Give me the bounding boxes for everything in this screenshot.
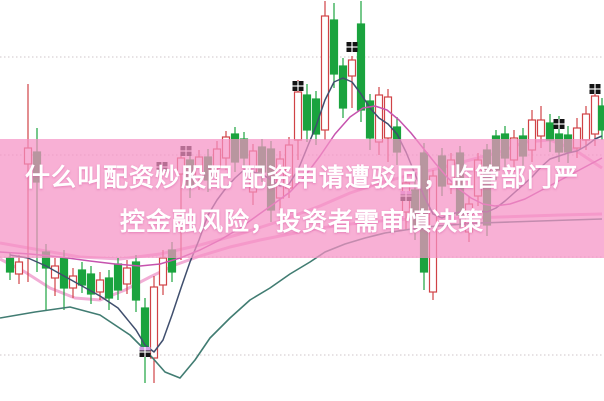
candle-body	[311, 98, 321, 135]
candle-body	[50, 265, 60, 279]
candle-body	[590, 95, 600, 135]
candle-body	[14, 261, 24, 275]
candle-body	[5, 257, 15, 273]
candle-body	[329, 19, 339, 75]
candle-body	[545, 122, 555, 141]
candle-body	[383, 96, 393, 139]
candle-body	[293, 91, 303, 141]
candle-body	[77, 269, 87, 286]
candle-body	[59, 257, 69, 289]
candle-body	[95, 279, 105, 293]
candle-body	[113, 263, 123, 291]
candle-body	[86, 273, 96, 295]
candle-body	[104, 277, 114, 299]
candle-body	[68, 275, 78, 289]
candle-body	[536, 119, 546, 137]
candle-body	[122, 267, 132, 285]
candle-body	[158, 257, 168, 286]
headline-line-2: 控金融风险，投资者需审慎决策	[119, 207, 484, 236]
candle-body	[365, 100, 375, 139]
candle-body	[581, 113, 591, 141]
headline-banner: 什么叫配资炒股配 配资申请遭驳回，监管部门严 控金融风险，投资者需审慎决策	[0, 139, 604, 258]
candle-body	[338, 65, 348, 109]
candle-body	[302, 94, 312, 131]
headline-line-1: 什么叫配资炒股配 配资申请遭驳回，监管部门严	[25, 163, 579, 192]
candle-body	[597, 105, 604, 131]
candle-body	[131, 261, 141, 301]
candle-body	[149, 286, 159, 359]
candle-body	[347, 59, 357, 77]
candle-body	[320, 15, 330, 131]
